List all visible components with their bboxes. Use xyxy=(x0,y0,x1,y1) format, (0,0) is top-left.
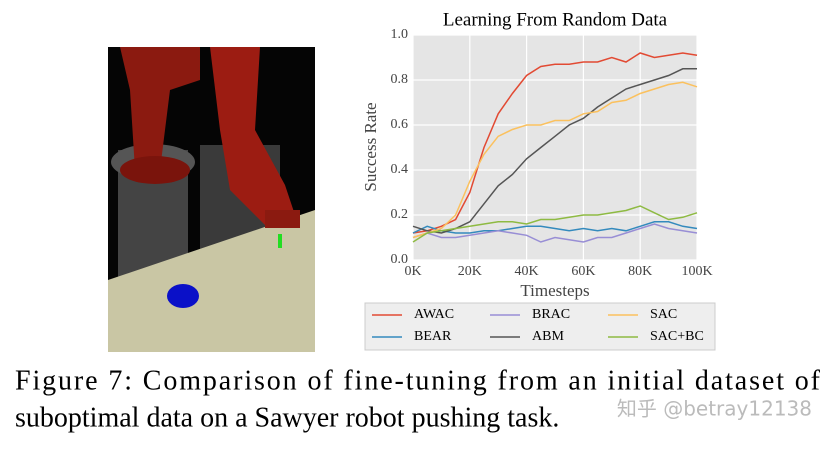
legend-label: AWAC xyxy=(414,307,454,322)
y-axis-label: Success Rate xyxy=(361,102,380,191)
y-tick-label: 0.2 xyxy=(391,207,409,222)
y-tick-label: 1.0 xyxy=(391,27,409,42)
robot-image xyxy=(108,47,315,352)
legend-label: ABM xyxy=(532,329,564,344)
chart-title: Learning From Random Data xyxy=(443,9,668,30)
caption-line: suboptimal data on a Sawyer robot pushin… xyxy=(15,402,559,433)
caption-line: Figure 7: Comparison of fine-tuning from… xyxy=(15,365,821,396)
x-axis-label: Timesteps xyxy=(520,281,589,300)
x-tick-label: 20K xyxy=(458,264,482,279)
legend-label: SAC xyxy=(650,307,677,322)
y-tick-label: 0.6 xyxy=(391,117,409,132)
series-line xyxy=(412,52,698,234)
series-line xyxy=(412,81,698,239)
watermark: 知乎 @betray12138 xyxy=(617,397,812,421)
x-tick-label: 0K xyxy=(404,264,421,279)
series-line xyxy=(412,221,698,234)
y-tick-label: 0.8 xyxy=(391,72,409,87)
y-tick-label: 0.0 xyxy=(391,252,409,267)
legend-label: BRAC xyxy=(532,307,570,322)
series-line xyxy=(412,68,697,234)
legend-label: SAC+BC xyxy=(650,329,704,344)
series-line xyxy=(412,223,698,243)
x-tick-label: 60K xyxy=(571,264,595,279)
plot-area xyxy=(413,35,697,260)
y-tick-label: 0.4 xyxy=(391,162,409,177)
x-tick-label: 80K xyxy=(628,264,652,279)
x-tick-label: 40K xyxy=(515,264,539,279)
legend-label: BEAR xyxy=(414,329,452,344)
series-line xyxy=(412,205,698,243)
x-tick-label: 100K xyxy=(681,264,712,279)
legend xyxy=(364,302,716,351)
